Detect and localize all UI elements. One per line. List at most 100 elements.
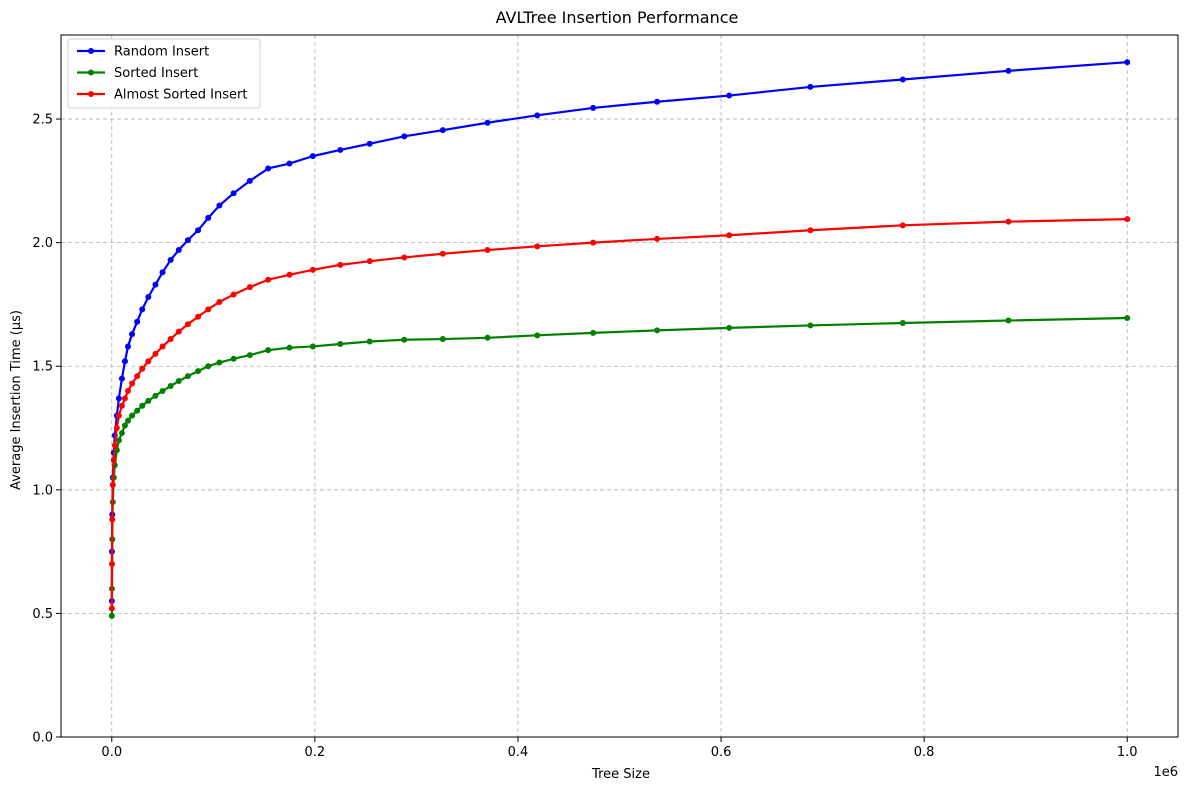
legend-marker-sorted-insert [88,69,94,76]
data-point-almost-sorted-insert [484,247,491,254]
data-point-random-insert [230,190,237,197]
data-point-random-insert [807,83,814,90]
data-point-sorted-insert [337,340,344,347]
y-axis: 0.0 0.5 1.0 1.5 2.0 2.5 [32,113,61,746]
data-point-sorted-insert [246,352,253,359]
data-point-almost-sorted-insert [534,243,541,250]
data-point-almost-sorted-insert [110,457,117,464]
data-point-almost-sorted-insert [309,266,316,273]
data-point-sorted-insert [899,319,906,326]
data-point-sorted-insert [1124,315,1131,322]
data-point-random-insert [265,165,272,172]
data-point-random-insert [139,306,146,313]
data-point-random-insert [726,92,733,99]
data-point-random-insert [1124,59,1131,66]
data-point-random-insert [1005,67,1012,74]
data-point-sorted-insert [309,343,316,350]
y-tick-label: 2.5 [32,113,53,128]
data-point-almost-sorted-insert [111,442,118,449]
series-line-sorted-insert [110,316,1128,616]
data-point-almost-sorted-insert [265,276,272,283]
data-point-random-insert [246,177,253,184]
x-tick-label: 0.8 [914,745,935,760]
y-tick-label: 2.0 [32,236,53,251]
data-point-random-insert [590,104,597,111]
data-point-almost-sorted-insert [366,258,373,265]
data-point-random-insert [115,395,122,402]
data-point-random-insert [337,146,344,153]
legend-box [67,38,261,109]
series-group [108,59,1131,619]
y-tick-label: 1.0 [32,483,53,498]
data-point-almost-sorted-insert [113,425,120,432]
data-point-random-insert [175,247,182,254]
data-point-random-insert [309,153,316,160]
data-point-sorted-insert [125,417,132,424]
data-point-random-insert [216,202,223,209]
plot-frame [60,34,1179,738]
data-point-random-insert [129,331,136,338]
data-point-sorted-insert [1005,317,1012,324]
data-point-almost-sorted-insert [246,284,253,291]
x-tick-label: 0.4 [508,745,529,760]
data-point-almost-sorted-insert [216,298,223,305]
data-point-almost-sorted-insert [159,343,166,350]
y-axis-label: Average Insertion Time (µs) [9,310,24,490]
data-point-sorted-insert [205,363,212,370]
data-point-sorted-insert [195,368,202,375]
legend-marker-random-insert [88,48,94,54]
data-point-sorted-insert [726,324,733,331]
data-point-almost-sorted-insert [108,560,115,567]
data-point-random-insert [654,98,661,105]
data-point-random-insert [134,318,141,325]
data-point-almost-sorted-insert [726,232,733,239]
chart-title: AVLTree Insertion Performance [496,8,739,27]
y-tick-label: 0.5 [32,607,53,622]
data-point-almost-sorted-insert [152,350,159,357]
data-point-almost-sorted-insert [899,222,906,229]
data-point-random-insert [152,281,159,288]
x-axis-offset-text: 1e6 [1153,765,1178,780]
data-point-random-insert [159,269,166,276]
data-point-sorted-insert [121,422,128,429]
data-point-almost-sorted-insert [807,227,814,234]
data-point-sorted-insert [167,383,174,389]
data-point-sorted-insert [115,437,122,444]
data-point-almost-sorted-insert [230,291,237,298]
data-point-sorted-insert [401,336,408,343]
data-point-sorted-insert [534,332,541,339]
data-point-sorted-insert [265,347,272,354]
data-point-almost-sorted-insert [145,358,152,365]
data-point-sorted-insert [807,322,814,329]
legend: Random Insert Sorted Insert Almost Sorted … [67,38,261,109]
y-tick-label: 1.5 [32,360,53,375]
data-point-sorted-insert [654,327,661,334]
data-point-almost-sorted-insert [139,365,146,372]
data-point-almost-sorted-insert [401,254,408,261]
x-tick-label: 0.6 [711,745,732,760]
data-point-random-insert [125,343,132,350]
legend-label-almost-sorted-insert: Almost Sorted Insert [114,88,247,103]
x-axis: 0.0 0.2 0.4 0.6 0.8 1.0 [101,737,1138,760]
data-point-sorted-insert [108,612,115,619]
data-point-almost-sorted-insert [195,313,202,320]
data-point-almost-sorted-insert [167,336,174,343]
data-point-random-insert [484,119,491,126]
data-point-sorted-insert [139,402,146,409]
data-point-random-insert [366,140,373,147]
data-point-almost-sorted-insert [115,412,122,419]
data-point-sorted-insert [134,407,141,414]
data-point-almost-sorted-insert [125,387,132,394]
grid-lines [61,35,1178,738]
data-point-almost-sorted-insert [109,481,116,488]
data-point-almost-sorted-insert [121,395,128,402]
data-point-almost-sorted-insert [654,235,661,242]
y-tick-label: 0.0 [32,731,53,746]
data-point-almost-sorted-insert [118,402,125,409]
data-point-almost-sorted-insert [337,261,344,268]
data-point-random-insert [205,214,212,221]
data-point-almost-sorted-insert [205,306,212,313]
data-point-almost-sorted-insert [439,250,446,257]
data-point-almost-sorted-insert [1005,218,1012,225]
